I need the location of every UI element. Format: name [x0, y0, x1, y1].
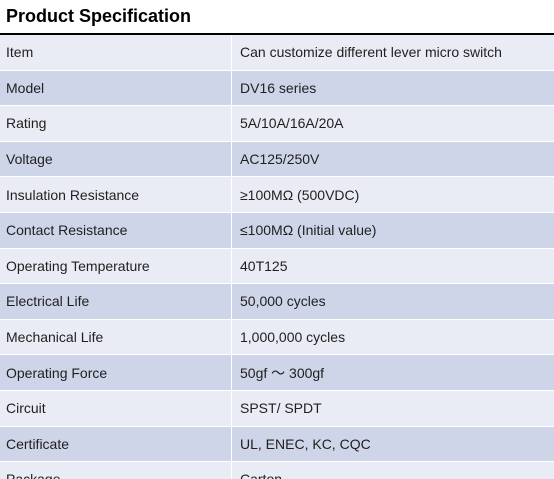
spec-value: Carton — [231, 461, 554, 479]
spec-label: Voltage — [0, 141, 232, 178]
table-row: Item Can customize different lever micro… — [0, 35, 554, 71]
spec-label: Circuit — [0, 390, 232, 427]
spec-value: SPST/ SPDT — [231, 390, 554, 427]
spec-label: Package — [0, 461, 232, 479]
spec-value: Can customize different lever micro swit… — [231, 35, 554, 71]
spec-label: Operating Force — [0, 354, 232, 391]
spec-label: Item — [0, 35, 232, 71]
spec-value: 50,000 cycles — [231, 283, 554, 320]
spec-label: Contact Resistance — [0, 212, 232, 249]
table-row: Contact Resistance ≤100MΩ (Initial value… — [0, 212, 554, 249]
spec-table: Item Can customize different lever micro… — [0, 35, 554, 479]
table-row: Electrical Life 50,000 cycles — [0, 283, 554, 320]
spec-value: 5A/10A/16A/20A — [231, 105, 554, 142]
spec-value: DV16 series — [231, 70, 554, 107]
spec-label: Model — [0, 70, 232, 107]
table-row: Rating 5A/10A/16A/20A — [0, 105, 554, 142]
table-row: Model DV16 series — [0, 70, 554, 107]
spec-value: 50gf ～ 300gf — [231, 354, 554, 391]
table-row: Circuit SPST/ SPDT — [0, 390, 554, 427]
spec-value: UL, ENEC, KC, CQC — [231, 426, 554, 463]
spec-label: Certificate — [0, 426, 232, 463]
spec-value: AC125/250V — [231, 141, 554, 178]
table-row: Package Carton — [0, 461, 554, 479]
spec-label: Mechanical Life — [0, 319, 232, 356]
spec-label: Insulation Resistance — [0, 176, 232, 213]
table-row: Voltage AC125/250V — [0, 141, 554, 178]
spec-value: ≥100MΩ (500VDC) — [231, 176, 554, 213]
table-row: Insulation Resistance ≥100MΩ (500VDC) — [0, 176, 554, 213]
page-title: Product Specification — [6, 6, 192, 26]
spec-label: Operating Temperature — [0, 248, 232, 285]
spec-value: ≤100MΩ (Initial value) — [231, 212, 554, 249]
table-row: Operating Temperature 40T125 — [0, 248, 554, 285]
table-row: Certificate UL, ENEC, KC, CQC — [0, 426, 554, 463]
spec-label: Electrical Life — [0, 283, 232, 320]
spec-label: Rating — [0, 105, 232, 142]
spec-value: 1,000,000 cycles — [231, 319, 554, 356]
spec-value: 40T125 — [231, 248, 554, 285]
table-row: Mechanical Life 1,000,000 cycles — [0, 319, 554, 356]
table-row: Operating Force 50gf ～ 300gf — [0, 354, 554, 391]
title-divider — [0, 33, 554, 35]
